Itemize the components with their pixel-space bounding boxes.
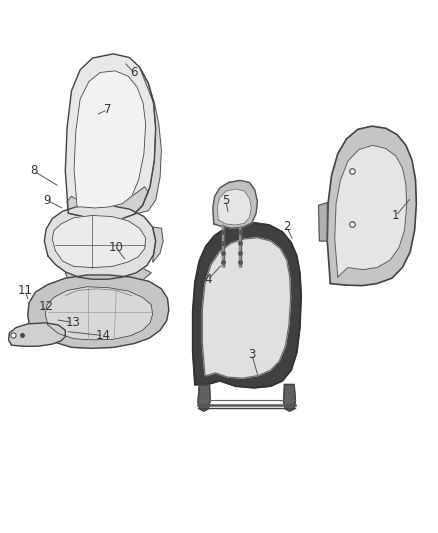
Text: 13: 13 [65, 316, 80, 329]
Text: 9: 9 [43, 193, 50, 207]
Polygon shape [67, 187, 148, 220]
Polygon shape [198, 384, 210, 411]
Text: 10: 10 [109, 241, 124, 254]
Text: 14: 14 [96, 329, 111, 342]
Polygon shape [74, 71, 146, 208]
Polygon shape [45, 287, 152, 340]
Text: 6: 6 [130, 66, 138, 79]
Text: 7: 7 [104, 103, 111, 116]
Polygon shape [152, 227, 163, 262]
Polygon shape [335, 146, 407, 277]
Polygon shape [65, 54, 155, 220]
Text: 5: 5 [222, 193, 229, 207]
Polygon shape [202, 238, 290, 378]
Polygon shape [9, 323, 65, 346]
Text: 2: 2 [283, 220, 290, 233]
Polygon shape [134, 67, 161, 214]
Polygon shape [28, 275, 169, 349]
Polygon shape [284, 384, 295, 411]
Text: 3: 3 [248, 348, 255, 361]
Text: 12: 12 [39, 300, 54, 313]
Text: 11: 11 [17, 284, 32, 297]
Text: 4: 4 [205, 273, 212, 286]
Polygon shape [217, 189, 251, 225]
Text: 1: 1 [392, 209, 399, 222]
Polygon shape [193, 223, 301, 387]
Polygon shape [52, 215, 146, 268]
Polygon shape [65, 266, 151, 287]
Text: 8: 8 [30, 164, 37, 177]
Polygon shape [318, 203, 327, 241]
Polygon shape [213, 180, 258, 228]
Polygon shape [44, 205, 155, 279]
Polygon shape [327, 126, 417, 286]
